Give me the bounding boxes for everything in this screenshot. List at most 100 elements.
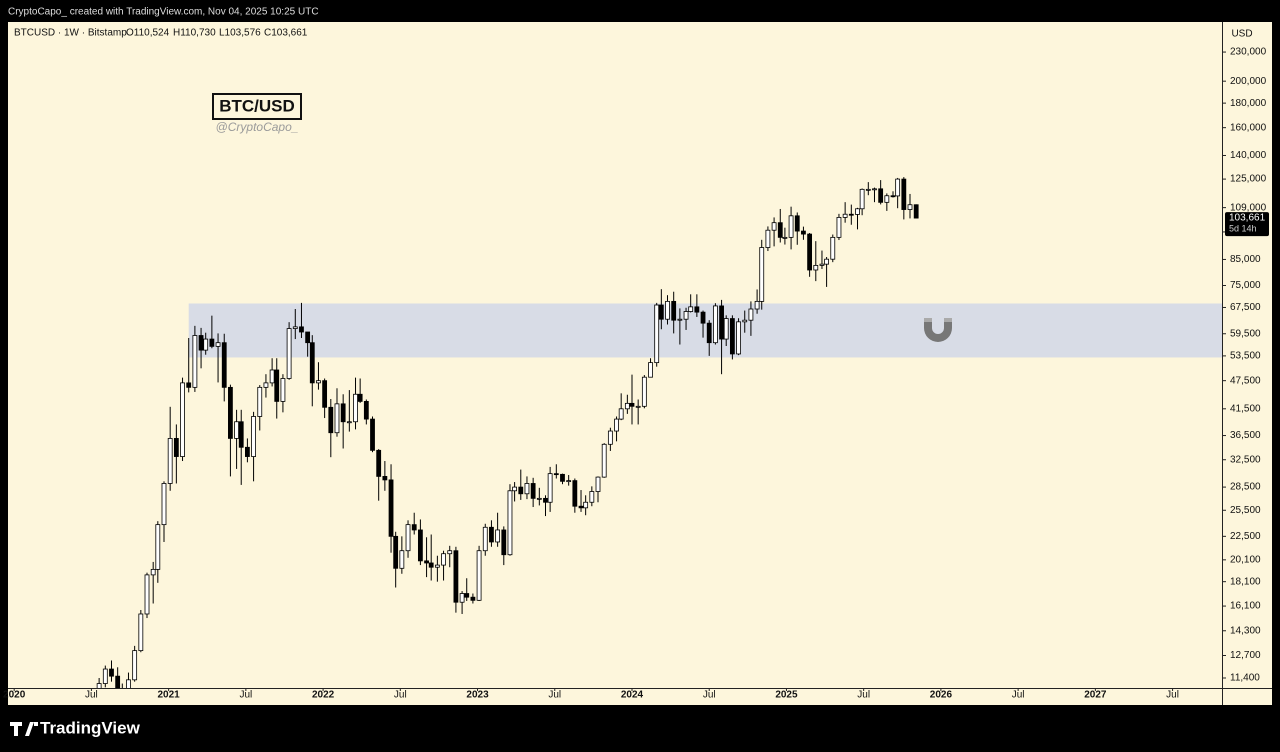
candle-body [524,483,530,495]
candle-body [269,369,275,384]
candle-body [553,473,559,476]
candle-body [126,679,131,688]
candle-body [167,438,173,484]
candle-body [754,300,760,310]
candle-body [411,524,417,531]
y-tick-label: 75,000 [1230,280,1261,291]
candle-body [334,403,340,434]
candle-body [263,382,269,388]
candle-body [245,446,250,457]
candle-body [209,338,215,347]
chart-background [8,22,1272,705]
candle-body [836,217,842,238]
candle-body [878,188,884,203]
x-tick-label: 2024 [621,690,644,701]
candle-body [399,550,405,569]
candle-body [316,380,321,384]
y-tick-label: 12,700 [1230,650,1261,661]
candle-body [198,335,204,351]
candle-body [388,479,394,537]
candle-body [192,335,198,388]
candle-body [280,378,286,402]
candle-body [771,222,777,231]
x-tick-label: 2023 [466,690,489,701]
y-tick-label: 28,500 [1230,482,1261,493]
candle-body [507,490,513,556]
candle-body [842,213,848,218]
candle-body [830,236,836,260]
y-tick-label: 22,500 [1230,531,1261,542]
candle-body [819,263,825,266]
candle-body [393,535,399,569]
candle-body [144,574,150,615]
candle-body [629,402,635,407]
candle-body [560,473,565,482]
candle-body [848,213,854,216]
candle-body [635,405,641,408]
candle-body [859,188,865,210]
candle-body [495,529,501,543]
candle-body [447,550,453,555]
candle-body [138,613,144,652]
candle-body [901,178,907,210]
x-tick-label: Jul [1166,690,1179,701]
candle-body [470,596,476,601]
candle-body [872,188,877,191]
ohlc-open: O110,524 [126,28,170,39]
last-price-label: 103,661 [1229,213,1266,224]
y-tick-label: 180,000 [1230,98,1267,109]
candle-body [683,311,689,320]
candle-body [794,215,800,232]
candle-body [614,418,619,432]
x-tick-label: Jul [857,690,870,701]
candle-body [370,418,375,451]
y-tick-label: 59,500 [1230,328,1261,339]
candle-body [530,483,536,499]
candle-body [274,369,280,402]
y-tick-label: 25,500 [1230,505,1261,516]
candle-body [459,593,465,603]
magnet-tip [944,318,952,322]
y-tick-label: 230,000 [1230,47,1267,58]
candle-body [777,222,783,238]
candle-body [658,304,664,320]
candle-body [566,480,572,483]
candle-body [109,668,114,677]
candle-body [376,449,382,477]
candle-body [309,342,315,384]
candle-body [476,550,482,601]
candle-body [595,476,601,492]
candle-body [654,304,660,364]
candle-body [765,229,771,248]
candle-body [132,650,138,681]
candle-body [215,342,221,347]
countdown-label: 5d 14h [1229,223,1257,233]
candle-body [913,204,919,219]
x-tick-label: Jul [703,690,716,701]
x-tick-label: Jul [394,690,407,701]
x-tick-label: 2022 [312,690,335,701]
candle-body [96,683,102,688]
candle-body [102,668,108,684]
candle-body [155,524,161,570]
plot-area [96,177,1222,688]
candle-body [512,486,518,492]
candle-body [759,247,765,302]
candle-body [782,236,788,239]
candle-body [299,326,304,333]
candle-body [238,421,244,448]
candle-body [736,321,741,355]
candle-body [890,195,896,198]
candle-body [723,318,729,340]
candle-body [357,393,363,402]
candle-body [340,403,346,423]
x-tick-label: 2020 [3,690,26,701]
candle-body [417,529,423,562]
candle-body [228,386,233,439]
y-tick-label: 36,500 [1230,430,1261,441]
candle-body [801,230,806,235]
candle-body [173,438,179,457]
candle-body [518,486,524,495]
candle-body [742,319,748,323]
candle-body [578,505,584,509]
